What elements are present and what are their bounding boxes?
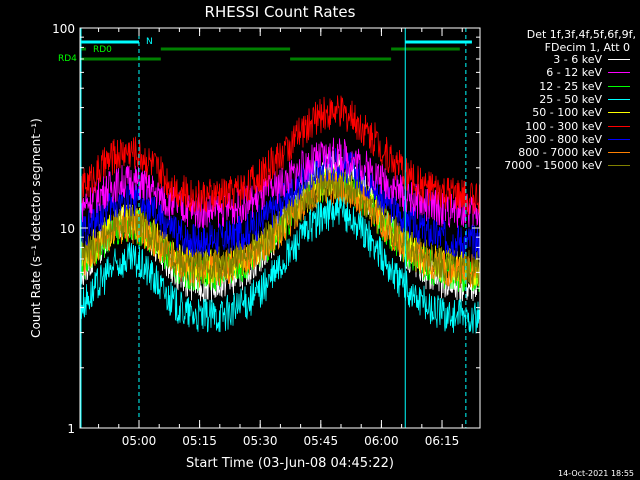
y-tick-label: 100 [52, 22, 75, 36]
legend-entry: 6 - 12 keV [546, 66, 630, 79]
legend-header-line: FDecim 1, Att 0 [544, 41, 630, 54]
legend-swatch [608, 138, 630, 140]
x-axis-label: Start Time (03-Jun-08 04:45:22) [186, 456, 394, 471]
legend-label: 25 - 50 keV [539, 92, 602, 106]
x-tick-label: 05:00 [122, 434, 157, 448]
legend-swatch [608, 98, 630, 100]
legend-entry: 50 - 100 keV [532, 106, 630, 119]
legend-swatch [608, 59, 630, 60]
legend-header-line: Det 1f,3f,4f,5f,6f,9f, [526, 28, 636, 41]
legend-swatch [608, 72, 630, 74]
y-axis-label: Count Rate (s⁻¹ detector segment⁻¹) [29, 118, 43, 338]
series-line-100-300keV [79, 95, 481, 216]
legend-label: 6 - 12 keV [546, 66, 602, 80]
legend-entry: 300 - 800 keV [525, 133, 630, 146]
legend-swatch [608, 112, 630, 114]
legend-swatch [608, 152, 630, 154]
x-tick-label: 05:15 [182, 434, 217, 448]
legend-swatch [608, 125, 630, 127]
legend-entry: 3 - 6 keV [553, 53, 630, 66]
overlay-layer: RD0 RD4 N [58, 28, 472, 428]
series-line-7000-15000keV [79, 164, 481, 285]
y-tick-label: 10 [60, 222, 75, 236]
legend-label: 300 - 800 keV [525, 132, 602, 146]
legend-swatch [608, 85, 630, 87]
legend-entry: 7000 - 15000 keV [504, 159, 630, 172]
legend-entry: 25 - 50 keV [539, 93, 630, 106]
footer-date: 14-Oct-2021 18:55 [558, 469, 634, 478]
axis-layer: 05:00 05:15 05:30 05:45 06:00 06:15 1 10 100 [52, 22, 480, 448]
legend-entry: 100 - 300 keV [525, 120, 630, 133]
legend-label: 100 - 300 keV [525, 119, 602, 133]
legend-label: 800 - 7000 keV [518, 146, 602, 160]
legend-label: 12 - 25 keV [539, 79, 602, 93]
flag-label-rd4: RD4 [58, 54, 77, 64]
x-tick-label: 06:00 [364, 434, 399, 448]
x-tick-label: 05:30 [243, 434, 278, 448]
legend-entry: 12 - 25 keV [539, 80, 630, 93]
legend-label: 7000 - 15000 keV [504, 159, 602, 173]
legend-entry: 800 - 7000 keV [518, 146, 630, 159]
chart-title: RHESSI Count Rates [205, 3, 356, 21]
legend-swatch [608, 165, 630, 167]
flag-label-n: N [146, 37, 153, 47]
legend-label: 50 - 100 keV [532, 106, 602, 120]
legend-label: 3 - 6 keV [553, 53, 602, 66]
series-line-25-50keV [79, 196, 481, 334]
y-tick-label: 1 [67, 422, 75, 436]
series-line-12-25keV [79, 165, 481, 293]
flag-label-rd0: RD0 [93, 45, 112, 55]
x-tick-label: 05:45 [304, 434, 339, 448]
series-line-6-12keV [79, 137, 481, 229]
x-tick-label: 06:15 [425, 434, 460, 448]
series-layer [79, 95, 481, 334]
